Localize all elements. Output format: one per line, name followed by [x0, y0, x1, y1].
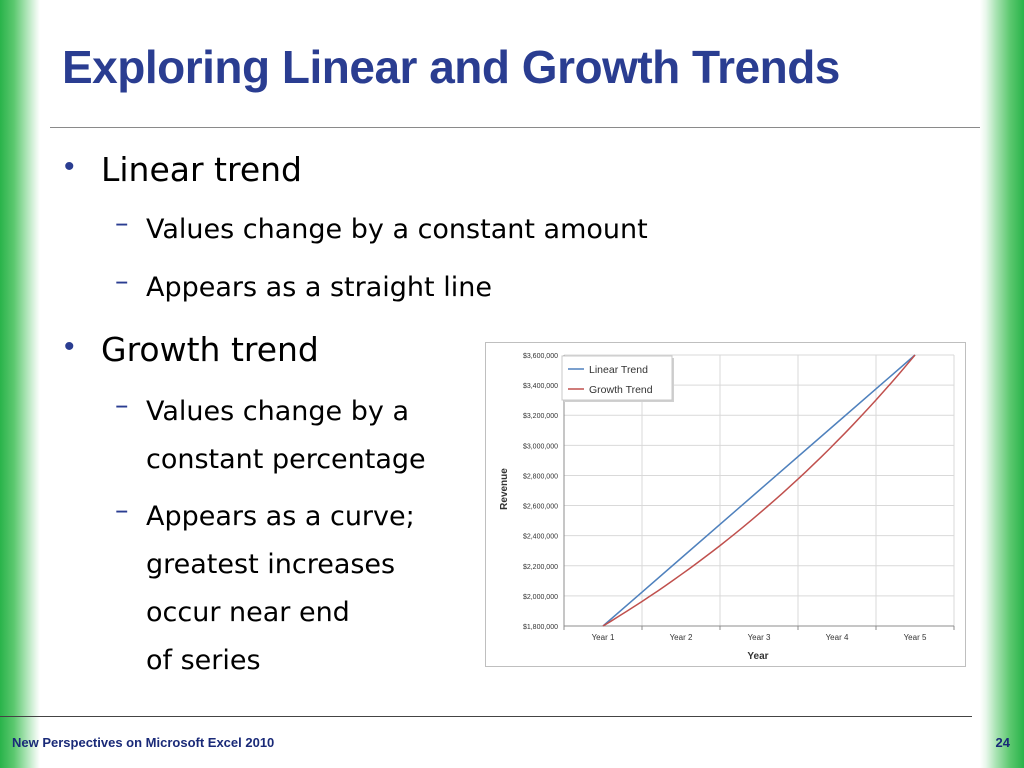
legend-label: Growth Trend [589, 384, 653, 396]
sub-bullet-growth-2-line-4: of series [146, 645, 261, 676]
footer-title: New Perspectives on Microsoft Excel 2010 [12, 735, 275, 750]
sub-bullet-linear-2: Appears as a straight line [146, 272, 492, 303]
x-tick-label: Year 2 [670, 633, 693, 642]
footer-divider [0, 716, 972, 717]
y-tick-label: $2,600,000 [523, 504, 558, 511]
data-point [914, 354, 916, 356]
data-point [836, 422, 838, 424]
sub-bullet-growth-2-line-2: greatest increases [146, 549, 396, 580]
dash-1b: – [115, 266, 129, 297]
data-point [758, 490, 760, 492]
dash-2a: – [115, 390, 129, 421]
y-tick-label: $3,000,000 [523, 443, 558, 450]
right-green-border [980, 0, 1024, 768]
slide-title: Exploring Linear and Growth Trends [62, 41, 840, 93]
sub-bullet-linear-1: Values change by a constant amount [146, 214, 648, 245]
bullet-growth-trend: Growth trend [101, 330, 319, 369]
page-number: 24 [995, 735, 1010, 750]
sub-bullet-growth-2-line-1: Appears as a curve; [146, 501, 415, 532]
x-tick-label: Year 4 [826, 633, 849, 642]
trend-chart-svg: $1,800,000 $2,000,000 $2,200,000 $2,400,000… [499, 353, 955, 662]
dash-2b: – [115, 495, 129, 526]
legend-label: Linear Trend [589, 364, 648, 376]
dash-1a: – [115, 208, 129, 239]
y-tick-label: $3,200,000 [523, 413, 558, 420]
sub-bullet-growth-1-line-2: constant percentage [146, 444, 426, 475]
y-tick-label: $3,600,000 [523, 353, 558, 360]
legend-box [561, 355, 673, 401]
x-tick-label: Year 5 [904, 633, 927, 642]
series-line-linear-trend [602, 354, 916, 627]
data-point [680, 574, 682, 576]
x-tick-label: Year 3 [748, 633, 771, 642]
bullet-dot-2: • [64, 330, 75, 363]
bullet-dot-1: • [64, 150, 75, 183]
sub-bullet-growth-1-line-1: Values change by a [146, 396, 409, 427]
y-tick-label: $2,400,000 [523, 534, 558, 541]
data-point [836, 440, 838, 442]
x-tick-label: Year 1 [592, 633, 615, 642]
bullet-linear-trend: Linear trend [101, 150, 302, 189]
left-green-border [0, 0, 40, 768]
trend-chart: $1,800,000 $2,000,000 $2,200,000 $2,400,000… [485, 342, 966, 667]
y-tick-label: $2,200,000 [523, 564, 558, 571]
data-point [680, 557, 682, 559]
y-tick-label: $2,800,000 [523, 473, 558, 480]
sub-bullet-growth-2-line-3: occur near end [146, 597, 350, 628]
y-axis-label: Revenue [499, 468, 510, 510]
data-point [758, 512, 760, 514]
y-tick-label: $1,800,000 [523, 624, 558, 631]
y-tick-label: $3,400,000 [523, 383, 558, 390]
series-line-growth-trend [602, 354, 916, 627]
x-axis-label: Year [747, 651, 768, 662]
data-point [602, 625, 604, 627]
title-divider [50, 127, 980, 128]
y-tick-label: $2,000,000 [523, 594, 558, 601]
